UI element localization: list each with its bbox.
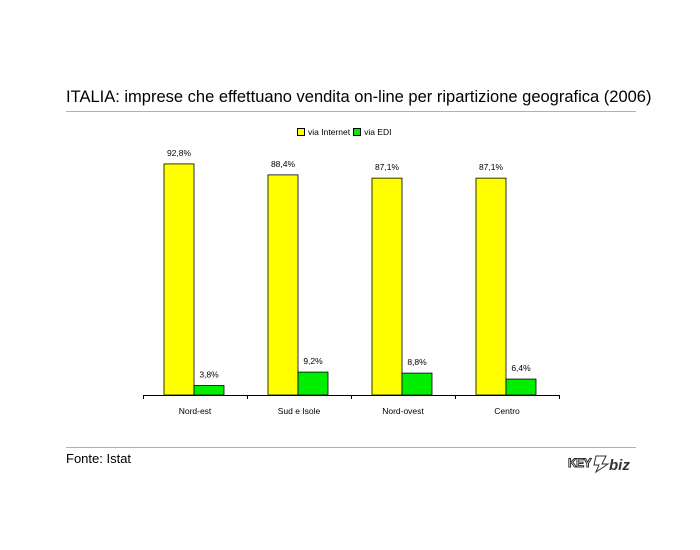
- data-label: 87,1%: [375, 162, 400, 172]
- legend-swatch-edi: [353, 128, 362, 136]
- data-label: 3,8%: [199, 370, 219, 380]
- bar-internet: [371, 177, 403, 396]
- data-label: 9,2%: [303, 356, 323, 366]
- chart-title: ITALIA: imprese che effettuano vendita o…: [66, 88, 652, 106]
- source-note: Fonte: Istat: [66, 451, 132, 466]
- legend-label-edi: via EDI: [364, 127, 392, 137]
- chart-legend: via Internet via EDI: [297, 127, 394, 137]
- bar-edi: [505, 378, 537, 396]
- x-tick-label: Nord-est: [179, 406, 212, 416]
- bar-internet: [163, 163, 195, 396]
- x-tick-label: Centro: [494, 406, 520, 416]
- top-divider: [66, 111, 636, 112]
- data-label: 6,4%: [511, 363, 531, 373]
- svg-text:KEY: KEY: [568, 456, 592, 470]
- legend-label-internet: via Internet: [308, 127, 351, 137]
- data-label: 87,1%: [479, 162, 504, 172]
- x-tick-label: Sud e Isole: [278, 406, 321, 416]
- legend-swatch-internet: [297, 128, 305, 136]
- key4biz-logo: KEY biz: [568, 455, 630, 474]
- bar-internet: [475, 177, 507, 396]
- bar-edi: [401, 372, 433, 396]
- legend-item-edi: via EDI: [353, 127, 391, 137]
- legend-item-internet: via Internet: [297, 127, 350, 137]
- svg-text:biz: biz: [609, 457, 630, 474]
- data-label: 92,8%: [167, 148, 192, 158]
- bar-edi: [297, 371, 329, 396]
- data-label: 8,8%: [407, 357, 427, 367]
- data-label: 88,4%: [271, 159, 296, 169]
- bar-edi: [193, 385, 225, 396]
- x-tick-label: Nord-ovest: [382, 406, 424, 416]
- bar-internet: [267, 174, 299, 396]
- bottom-divider: [66, 447, 636, 448]
